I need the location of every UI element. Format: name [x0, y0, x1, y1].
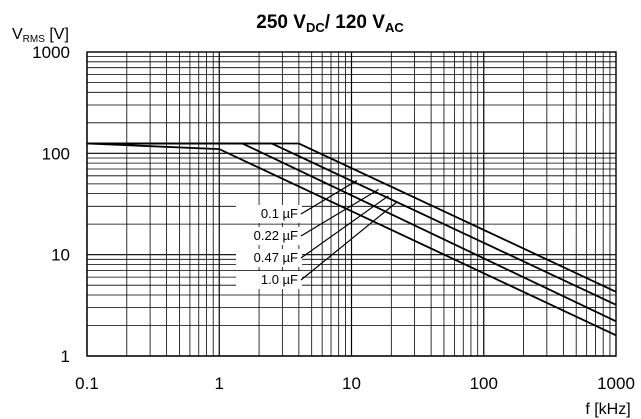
legend-leader-line-1 — [300, 179, 358, 215]
x-tick-label: 1 — [215, 374, 224, 393]
x-tick-label: 100 — [470, 374, 498, 393]
legend-label-background — [236, 205, 302, 223]
legend-leader-line-2 — [300, 188, 379, 237]
legend-leader-line-3 — [300, 195, 389, 259]
x-axis-title: f [kHz] — [585, 401, 630, 418]
legend: 0.1 µF 0.22 µF 0.47 µF 1.0 µF — [236, 179, 398, 289]
legend-label-background — [236, 271, 302, 289]
legend-label-background — [236, 249, 302, 267]
y-axis-title: VRMS [V] — [12, 26, 69, 45]
x-tick-label: 1000 — [597, 374, 635, 393]
chart-title: 250 VDC/ 120 VAC — [256, 12, 404, 35]
y-tick-label: 100 — [42, 144, 70, 163]
series-line-4 — [86, 142, 617, 337]
y-tick-label: 1 — [61, 347, 70, 366]
grid — [86, 51, 617, 357]
series-lines — [86, 142, 617, 337]
x-tick-label: 10 — [342, 374, 361, 393]
y-tick-label: 10 — [51, 246, 70, 265]
plot-frame — [86, 51, 617, 357]
legend-leader-line-4 — [300, 201, 398, 281]
tick-labels: 0.1 1 10 100 1000 1 10 100 1000 — [32, 43, 635, 393]
legend-label-4: 1.0 µF — [261, 272, 298, 287]
legend-label-background — [236, 227, 302, 245]
legend-label-2: 0.22 µF — [254, 228, 298, 243]
y-tick-label: 1000 — [32, 43, 70, 62]
x-tick-label: 0.1 — [75, 374, 99, 393]
series-line-3 — [87, 142, 617, 323]
legend-label-1: 0.1 µF — [261, 206, 298, 221]
legend-label-3: 0.47 µF — [254, 250, 298, 265]
